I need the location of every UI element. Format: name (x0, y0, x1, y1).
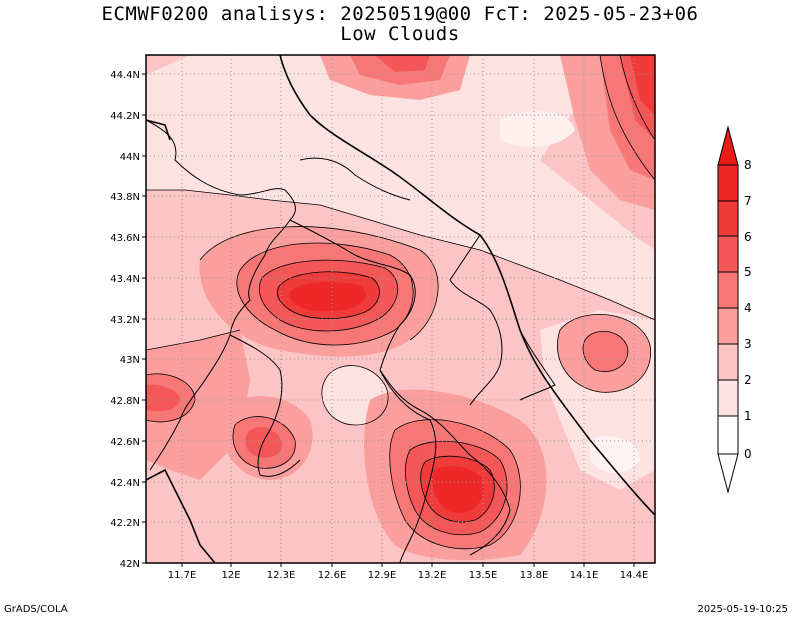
colorbar-label: 4 (744, 301, 752, 315)
y-tick-label: 42.8N (110, 396, 140, 407)
x-tick-label: 12.6E (318, 570, 347, 581)
x-tick-label: 13.2E (418, 570, 447, 581)
axis-ticks (142, 73, 635, 567)
colorbar-label: 2 (744, 373, 752, 387)
x-tick-label: 13.5E (469, 570, 498, 581)
x-tick-label: 12E (221, 570, 240, 581)
contour-4-5-sw (245, 427, 283, 458)
colorbar-segment (717, 415, 739, 455)
colorbar-segment (717, 307, 739, 345)
colorbar-label: 8 (744, 158, 752, 172)
x-tick-labels: 11.7E 12E 12.3E 12.6E 12.9E 13.2E 13.5E … (168, 570, 649, 581)
contour-0-1-sea-white (500, 111, 575, 147)
colorbar-top-arrow (717, 125, 739, 166)
plot-frame (145, 54, 656, 564)
colorbar-segment (717, 271, 739, 309)
chart-title: ECMWF0200 analisys: 20250519@00 FcT: 202… (101, 3, 699, 25)
colorbar (717, 125, 739, 494)
colorbar-segment (717, 379, 739, 417)
chart-subtitle: Low Clouds (340, 23, 460, 45)
colorbar-label: 0 (744, 447, 752, 461)
contour-5-6-ne (630, 55, 655, 115)
contour-lines (146, 55, 655, 550)
colorbar-label: 6 (744, 230, 752, 244)
footer-credit: GrADS/COLA (4, 604, 68, 615)
y-tick-label: 43.4N (110, 274, 140, 285)
x-tick-label: 14.1E (570, 570, 599, 581)
y-tick-label: 44.4N (110, 70, 140, 81)
colorbar-bottom-arrow (717, 453, 739, 494)
y-tick-label: 44.2N (110, 111, 140, 122)
x-tick-label: 11.7E (168, 570, 197, 581)
colorbar-label: 1 (744, 409, 752, 423)
y-tick-label: 44N (120, 152, 140, 163)
y-tick-label: 42.6N (110, 437, 140, 448)
region-borders (146, 119, 556, 563)
y-tick-label: 43N (120, 355, 140, 366)
footer-timestamp: 2025-05-19-10:25 (697, 604, 788, 615)
colorbar-label: 3 (744, 337, 752, 351)
contour-field (146, 55, 655, 563)
y-tick-label: 43.8N (110, 192, 140, 203)
contour-4-5-w (146, 384, 180, 411)
y-tick-label: 43.6N (110, 233, 140, 244)
y-tick-label: 42.2N (110, 518, 140, 529)
grid-lines (146, 55, 655, 563)
x-tick-label: 13.8E (520, 570, 549, 581)
contour-4-5-top (375, 55, 430, 72)
contour-3-4-east (583, 331, 628, 372)
colorbar-segment (717, 235, 739, 273)
colorbar-segment (717, 343, 739, 381)
x-tick-label: 14.4E (620, 570, 649, 581)
contour-0-1-east-white (590, 436, 640, 474)
contour-7-8-center (289, 281, 366, 312)
colorbar-label: 7 (744, 194, 752, 208)
y-tick-label: 43.2N (110, 315, 140, 326)
y-tick-labels: 44.4N 44.2N 44N 43.8N 43.6N 43.4N 43.2N … (110, 70, 140, 570)
contour-7-8-south (431, 466, 485, 514)
y-tick-label: 42.4N (110, 478, 140, 489)
colorbar-label: 5 (744, 265, 752, 279)
colorbar-labels: 8 7 6 5 4 3 2 1 0 (744, 158, 752, 461)
y-tick-label: 42N (120, 559, 140, 570)
colorbar-segment (717, 164, 739, 202)
colorbar-segment (717, 200, 739, 237)
x-tick-label: 12.3E (267, 570, 296, 581)
x-tick-label: 12.9E (368, 570, 397, 581)
